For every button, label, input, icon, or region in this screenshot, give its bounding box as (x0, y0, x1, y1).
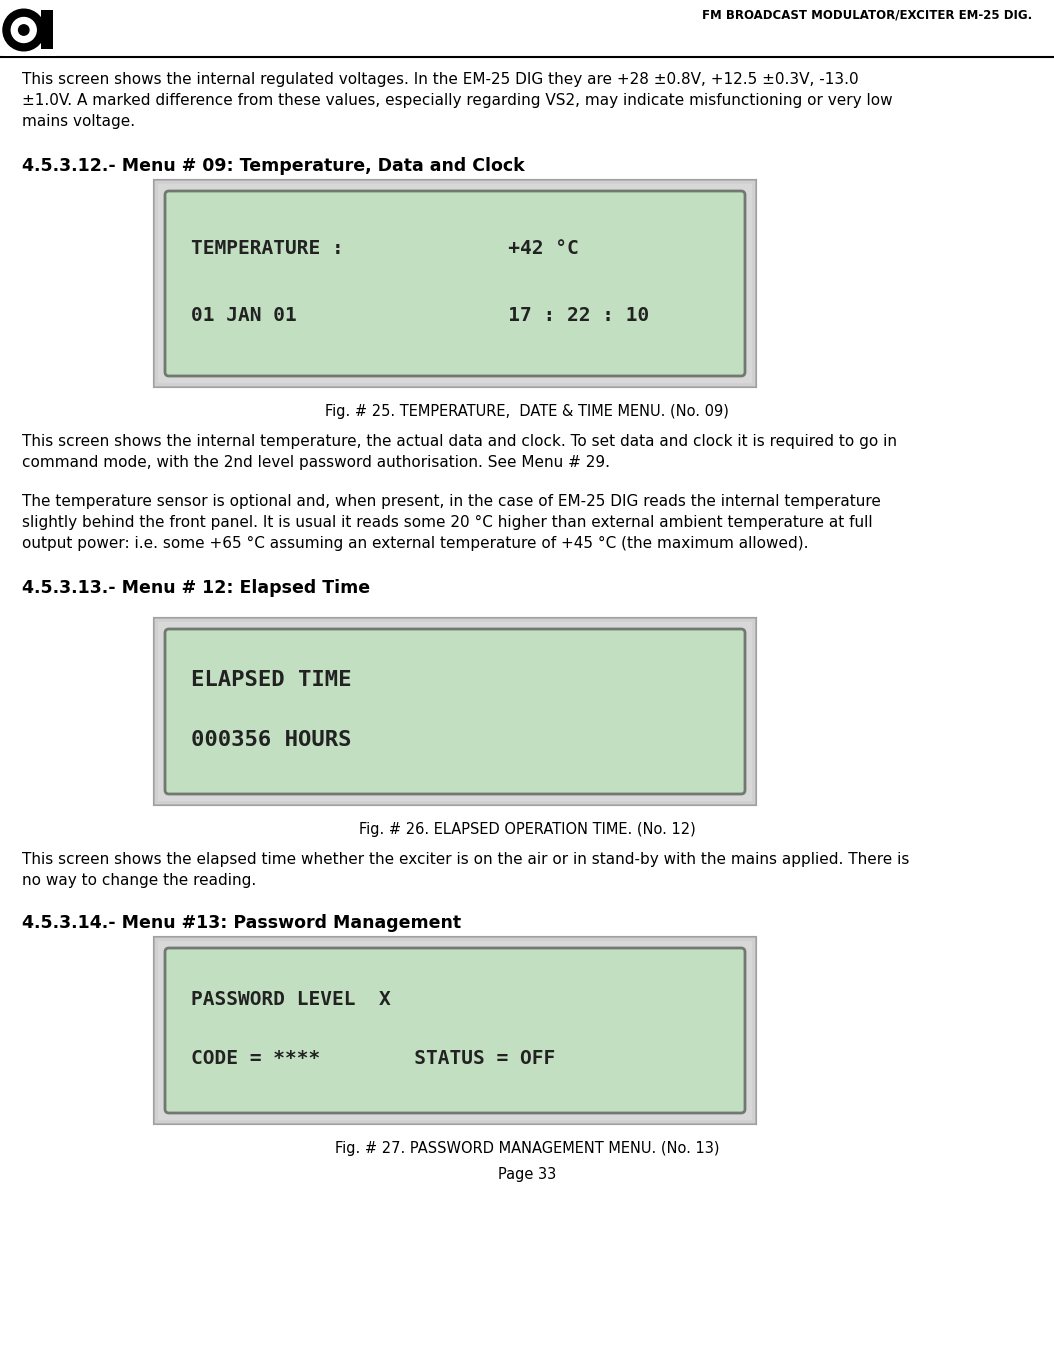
Text: 000356 HOURS: 000356 HOURS (191, 729, 351, 750)
Circle shape (12, 18, 36, 42)
Text: no way to change the reading.: no way to change the reading. (22, 873, 256, 888)
Circle shape (19, 25, 28, 36)
Text: ELAPSED TIME: ELAPSED TIME (191, 670, 351, 689)
FancyBboxPatch shape (155, 181, 755, 386)
Bar (41, 10, 53, 49)
Text: Fig. # 26. ELAPSED OPERATION TIME. (No. 12): Fig. # 26. ELAPSED OPERATION TIME. (No. … (358, 822, 696, 837)
Text: The temperature sensor is optional and, when present, in the case of EM-25 DIG r: The temperature sensor is optional and, … (22, 494, 881, 509)
Text: This screen shows the elapsed time whether the exciter is on the air or in stand: This screen shows the elapsed time wheth… (22, 852, 910, 867)
Text: mains voltage.: mains voltage. (22, 114, 135, 129)
FancyBboxPatch shape (165, 192, 745, 376)
FancyBboxPatch shape (155, 938, 755, 1123)
Text: Fig. # 25. TEMPERATURE,  DATE & TIME MENU. (No. 09): Fig. # 25. TEMPERATURE, DATE & TIME MENU… (325, 404, 729, 419)
FancyBboxPatch shape (165, 629, 745, 793)
FancyBboxPatch shape (165, 948, 745, 1114)
Text: slightly behind the front panel. It is usual it reads some 20 °C higher than ext: slightly behind the front panel. It is u… (22, 514, 873, 529)
Text: 4.5.3.12.- Menu # 09: Temperature, Data and Clock: 4.5.3.12.- Menu # 09: Temperature, Data … (22, 157, 525, 175)
Text: TEMPERATURE :              +42 °C: TEMPERATURE : +42 °C (191, 238, 579, 257)
Text: PASSWORD LEVEL  X: PASSWORD LEVEL X (191, 989, 391, 1008)
Bar (4, 4, 56, 56)
Text: Fig. # 27. PASSWORD MANAGEMENT MENU. (No. 13): Fig. # 27. PASSWORD MANAGEMENT MENU. (No… (335, 1141, 719, 1156)
Text: ±1.0V. A marked difference from these values, especially regarding VS2, may indi: ±1.0V. A marked difference from these va… (22, 93, 893, 108)
Text: This screen shows the internal regulated voltages. In the EM-25 DIG they are +28: This screen shows the internal regulated… (22, 73, 859, 88)
Circle shape (3, 10, 44, 51)
Text: command mode, with the 2nd level password authorisation. See Menu # 29.: command mode, with the 2nd level passwor… (22, 456, 610, 471)
Text: output power: i.e. some +65 °C assuming an external temperature of +45 °C (the m: output power: i.e. some +65 °C assuming … (22, 536, 808, 551)
Text: FM BROADCAST MODULATOR/EXCITER EM-25 DIG.: FM BROADCAST MODULATOR/EXCITER EM-25 DIG… (702, 8, 1032, 21)
FancyBboxPatch shape (155, 618, 755, 804)
Text: Page 33: Page 33 (497, 1167, 557, 1182)
Text: 4.5.3.14.- Menu #13: Password Management: 4.5.3.14.- Menu #13: Password Management (22, 914, 462, 932)
Text: 01 JAN 01                  17 : 22 : 10: 01 JAN 01 17 : 22 : 10 (191, 306, 649, 324)
Text: CODE = ****        STATUS = OFF: CODE = **** STATUS = OFF (191, 1049, 555, 1068)
Text: This screen shows the internal temperature, the actual data and clock. To set da: This screen shows the internal temperatu… (22, 434, 897, 449)
Text: 4.5.3.13.- Menu # 12: Elapsed Time: 4.5.3.13.- Menu # 12: Elapsed Time (22, 579, 370, 596)
